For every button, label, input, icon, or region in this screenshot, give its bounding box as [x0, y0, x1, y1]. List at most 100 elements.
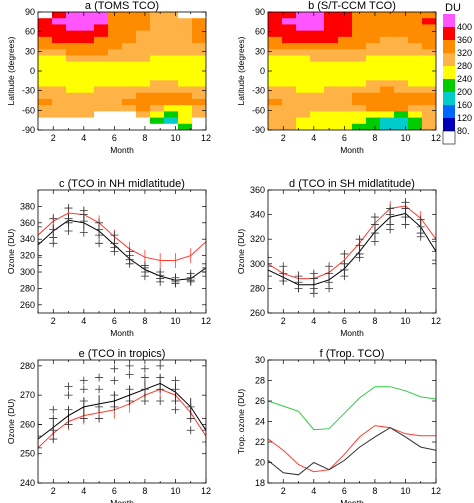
heatmap-cell — [310, 92, 325, 100]
heatmap-cell — [408, 80, 423, 88]
heatmap-cell — [282, 18, 297, 26]
heatmap-cell — [296, 12, 311, 19]
series-line — [268, 425, 436, 473]
panel-title: c (TCO in NH midlatitude) — [59, 178, 185, 190]
heatmap-cell — [282, 55, 297, 63]
y-tick-label: 30 — [25, 46, 35, 56]
heatmap-cell — [122, 30, 137, 38]
heatmap-cell — [408, 36, 423, 44]
heatmap-cell — [282, 80, 297, 88]
heatmap-cell — [192, 92, 206, 100]
x-axis: 2 4 6 8 10 12 Month — [267, 190, 441, 338]
heatmap-cell — [380, 49, 395, 57]
heatmap-cell — [38, 74, 53, 81]
colorbar-swatch — [443, 79, 455, 92]
x-tick-label: 2 — [51, 316, 56, 326]
panel-title: b (S/T-CCM TCO) — [308, 0, 396, 12]
heatmap-cell — [380, 74, 395, 81]
heatmap-cell — [80, 117, 95, 125]
heatmap-cell — [380, 98, 395, 106]
heatmap-cell — [94, 117, 109, 125]
series-1 — [38, 213, 206, 287]
scatter-point — [49, 239, 58, 248]
y-tick-label: 90 — [25, 7, 35, 17]
heatmap-cell — [192, 67, 206, 75]
heatmap-cell — [80, 24, 95, 32]
heatmap-cell — [394, 80, 409, 88]
heatmap-cell — [422, 117, 436, 125]
heatmap-cell — [108, 12, 123, 19]
heatmap-cell — [164, 105, 179, 112]
x-tick-label: 4 — [311, 316, 316, 326]
heatmap-cell — [352, 117, 367, 125]
heatmap-cell — [268, 36, 283, 44]
heatmap-cell — [422, 43, 436, 50]
heatmap-cell — [310, 98, 325, 106]
scatter-point — [432, 256, 436, 265]
y-tick-label: 320 — [20, 251, 35, 261]
x-tick-label: 6 — [112, 133, 117, 143]
heatmap-cell — [296, 98, 311, 106]
y-tick-label: -30 — [252, 86, 265, 96]
heatmap-cell — [296, 117, 311, 125]
scatter-point — [95, 239, 104, 248]
x-tick-label: 4 — [81, 133, 86, 143]
heatmap-cell — [380, 80, 395, 88]
heatmap-cell — [394, 117, 409, 125]
heatmap-cell — [268, 49, 283, 57]
colorbar-label: 80. — [457, 126, 470, 136]
heatmap-cell — [52, 30, 67, 38]
heatmap-cell — [38, 105, 53, 112]
heatmap-cell — [394, 12, 409, 19]
heatmap-cell — [178, 49, 193, 57]
heatmap-cell — [408, 49, 423, 57]
y-axis: -90 -60 -30 0 30 60 90 Latitude (degrees) — [6, 7, 206, 135]
scatter-point — [64, 382, 73, 391]
colorbar-swatch — [443, 66, 455, 79]
plot-frame — [267, 189, 437, 314]
scatter-point — [268, 272, 272, 281]
scatter-point — [171, 277, 180, 286]
heatmap-cell — [94, 61, 109, 69]
scatter-point — [79, 376, 88, 385]
heatmap-cell — [338, 105, 353, 112]
series-0 — [268, 386, 436, 431]
heatmap-cell — [324, 86, 339, 94]
x-tick-label: 2 — [281, 316, 286, 326]
heatmap-cell — [38, 117, 53, 125]
heatmap-cell — [352, 61, 367, 69]
heatmap-cell — [352, 105, 367, 112]
heatmap-cell — [324, 30, 339, 38]
heatmap-cell — [150, 36, 165, 44]
scatter-point — [325, 284, 334, 293]
scatter-point — [125, 259, 134, 268]
heatmap-cell — [422, 98, 436, 106]
scatter-point — [38, 443, 42, 452]
heatmap-cell — [122, 36, 137, 44]
heatmap-cell — [80, 123, 95, 130]
scatter-point — [202, 259, 206, 268]
heatmap-cell — [80, 86, 95, 94]
heatmap-cell — [178, 123, 193, 130]
y-axis: 18 20 22 24 26 28 30 Trop. ozone (DU) — [236, 355, 436, 488]
heatmap-cell — [164, 111, 179, 119]
heatmap-cell — [80, 74, 95, 81]
heatmap-cell — [164, 117, 179, 125]
heatmap-cell — [136, 111, 151, 119]
scatter-point — [64, 227, 73, 235]
heatmap-cell — [164, 43, 179, 50]
heatmap-cell — [366, 18, 381, 26]
heatmap-cell — [150, 105, 165, 112]
heatmap-cell — [38, 111, 53, 119]
heatmap-cell — [150, 123, 165, 130]
heatmap-cell — [268, 61, 283, 69]
scatter-point — [110, 391, 119, 400]
x-tick-label: 10 — [170, 133, 180, 143]
heatmap-cell — [52, 105, 67, 112]
heatmap-cell — [408, 74, 423, 81]
heatmap-cell — [66, 12, 81, 19]
series-line — [268, 427, 436, 476]
heatmap-cell — [136, 24, 151, 32]
scatter-point — [110, 376, 119, 385]
heatmap-cell — [94, 92, 109, 100]
